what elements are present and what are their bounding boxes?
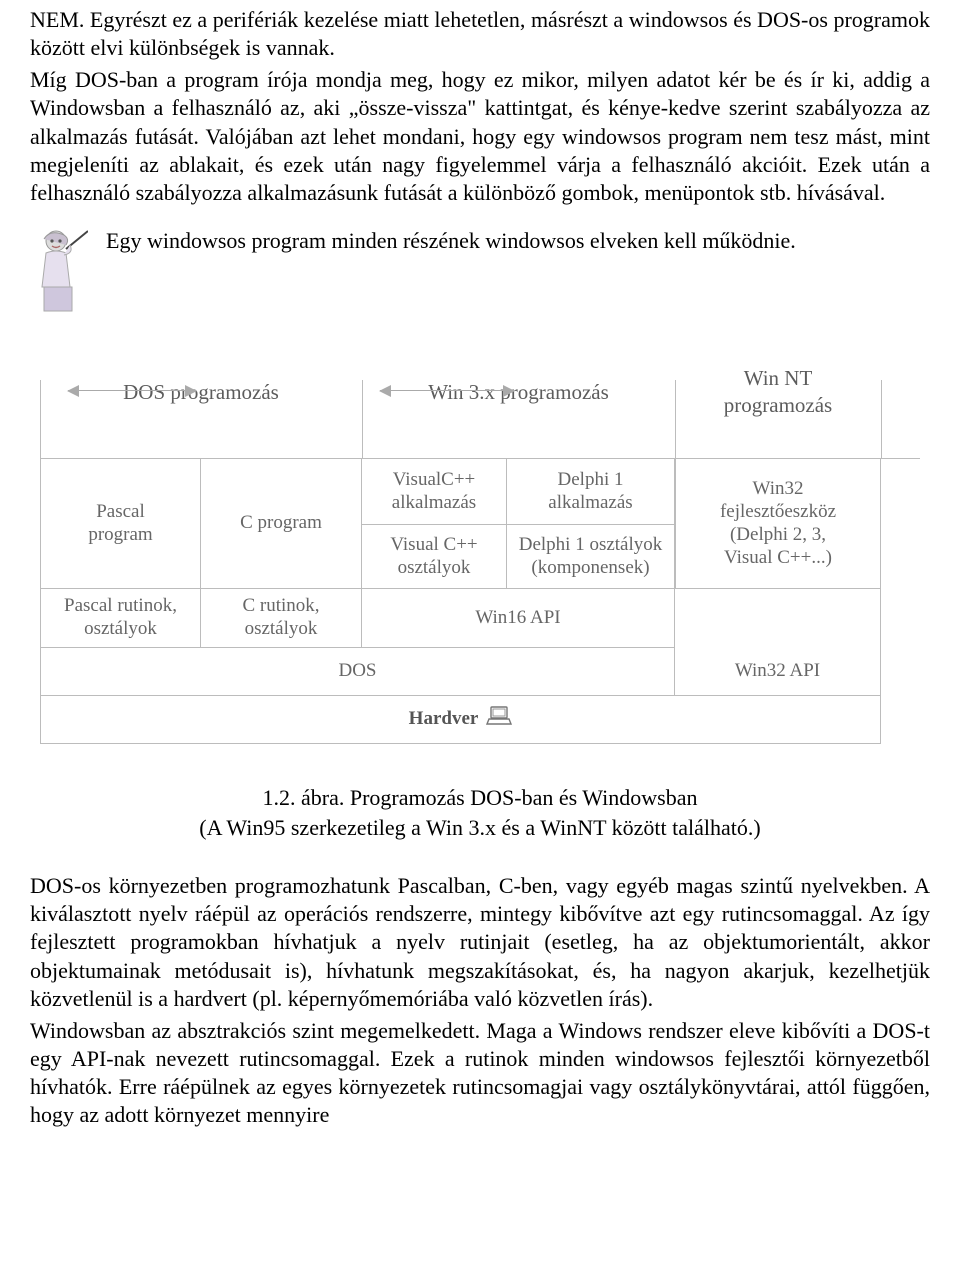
callout-text: Egy windowsos program minden részének wi…: [106, 227, 930, 255]
cell-dos: DOS: [40, 648, 675, 696]
teacher-icon: [30, 227, 88, 324]
paragraph-4: Windowsban az absztrakciós szint megemel…: [30, 1017, 930, 1130]
cell-c-routines: C rutinok, osztályok: [201, 589, 362, 648]
cell-visualcpp-app: VisualC++ alkalmazás: [362, 459, 507, 525]
cell-pascal-routines: Pascal rutinok, osztályok: [40, 589, 201, 648]
hardver-label: Hardver: [409, 708, 479, 731]
architecture-diagram: DOS programozás Win 3.x programozás Win …: [40, 348, 920, 744]
laptop-icon: [486, 706, 512, 733]
diagram-row-hardware: Hardver: [40, 696, 920, 744]
caption-line-2: (A Win95 szerkezetileg a Win 3.x és a Wi…: [30, 814, 930, 842]
diagram-row-apps: Pascal program C program VisualC++ alkal…: [40, 459, 920, 589]
diagram-header: DOS programozás Win 3.x programozás Win …: [40, 348, 920, 436]
header-win3x: Win 3.x programozás: [362, 348, 675, 436]
cell-hardver: Hardver: [40, 696, 881, 744]
diagram-body: Pascal program C program VisualC++ alkal…: [40, 458, 920, 744]
paragraph-1: NEM. Egyrészt ez a perifériák kezelése m…: [30, 6, 930, 62]
cell-delphi1-app: Delphi 1 alkalmazás: [507, 459, 675, 525]
cell-delphi1-classes: Delphi 1 osztályok (komponensek): [507, 525, 675, 589]
diagram-row-os: DOS Win32 API: [40, 648, 920, 696]
cell-visualcpp-classes: Visual C++ osztályok: [362, 525, 507, 589]
caption-line-1: 1.2. ábra. Programozás DOS-ban és Window…: [30, 784, 930, 812]
cell-win16-api: Win16 API: [362, 589, 675, 648]
cell-pascal-program: Pascal program: [40, 459, 201, 589]
callout: Egy windowsos program minden részének wi…: [30, 227, 930, 324]
paragraph-3: DOS-os környezetben programozhatunk Pasc…: [30, 872, 930, 1013]
cell-c-program: C program: [201, 459, 362, 589]
cell-win32-tools: Win32 fejlesztőeszköz (Delphi 2, 3, Visu…: [675, 459, 881, 589]
header-dos: DOS programozás: [40, 348, 362, 436]
paragraph-2: Míg DOS-ban a program írója mondja meg, …: [30, 66, 930, 207]
cell-win32-api: Win32 API: [675, 648, 881, 696]
figure-caption: 1.2. ábra. Programozás DOS-ban és Window…: [30, 784, 930, 842]
cell-empty-right: [675, 589, 881, 648]
header-winnt: Win NT programozás: [675, 348, 881, 436]
diagram-row-runtimes: Pascal rutinok, osztályok C rutinok, osz…: [40, 589, 920, 648]
